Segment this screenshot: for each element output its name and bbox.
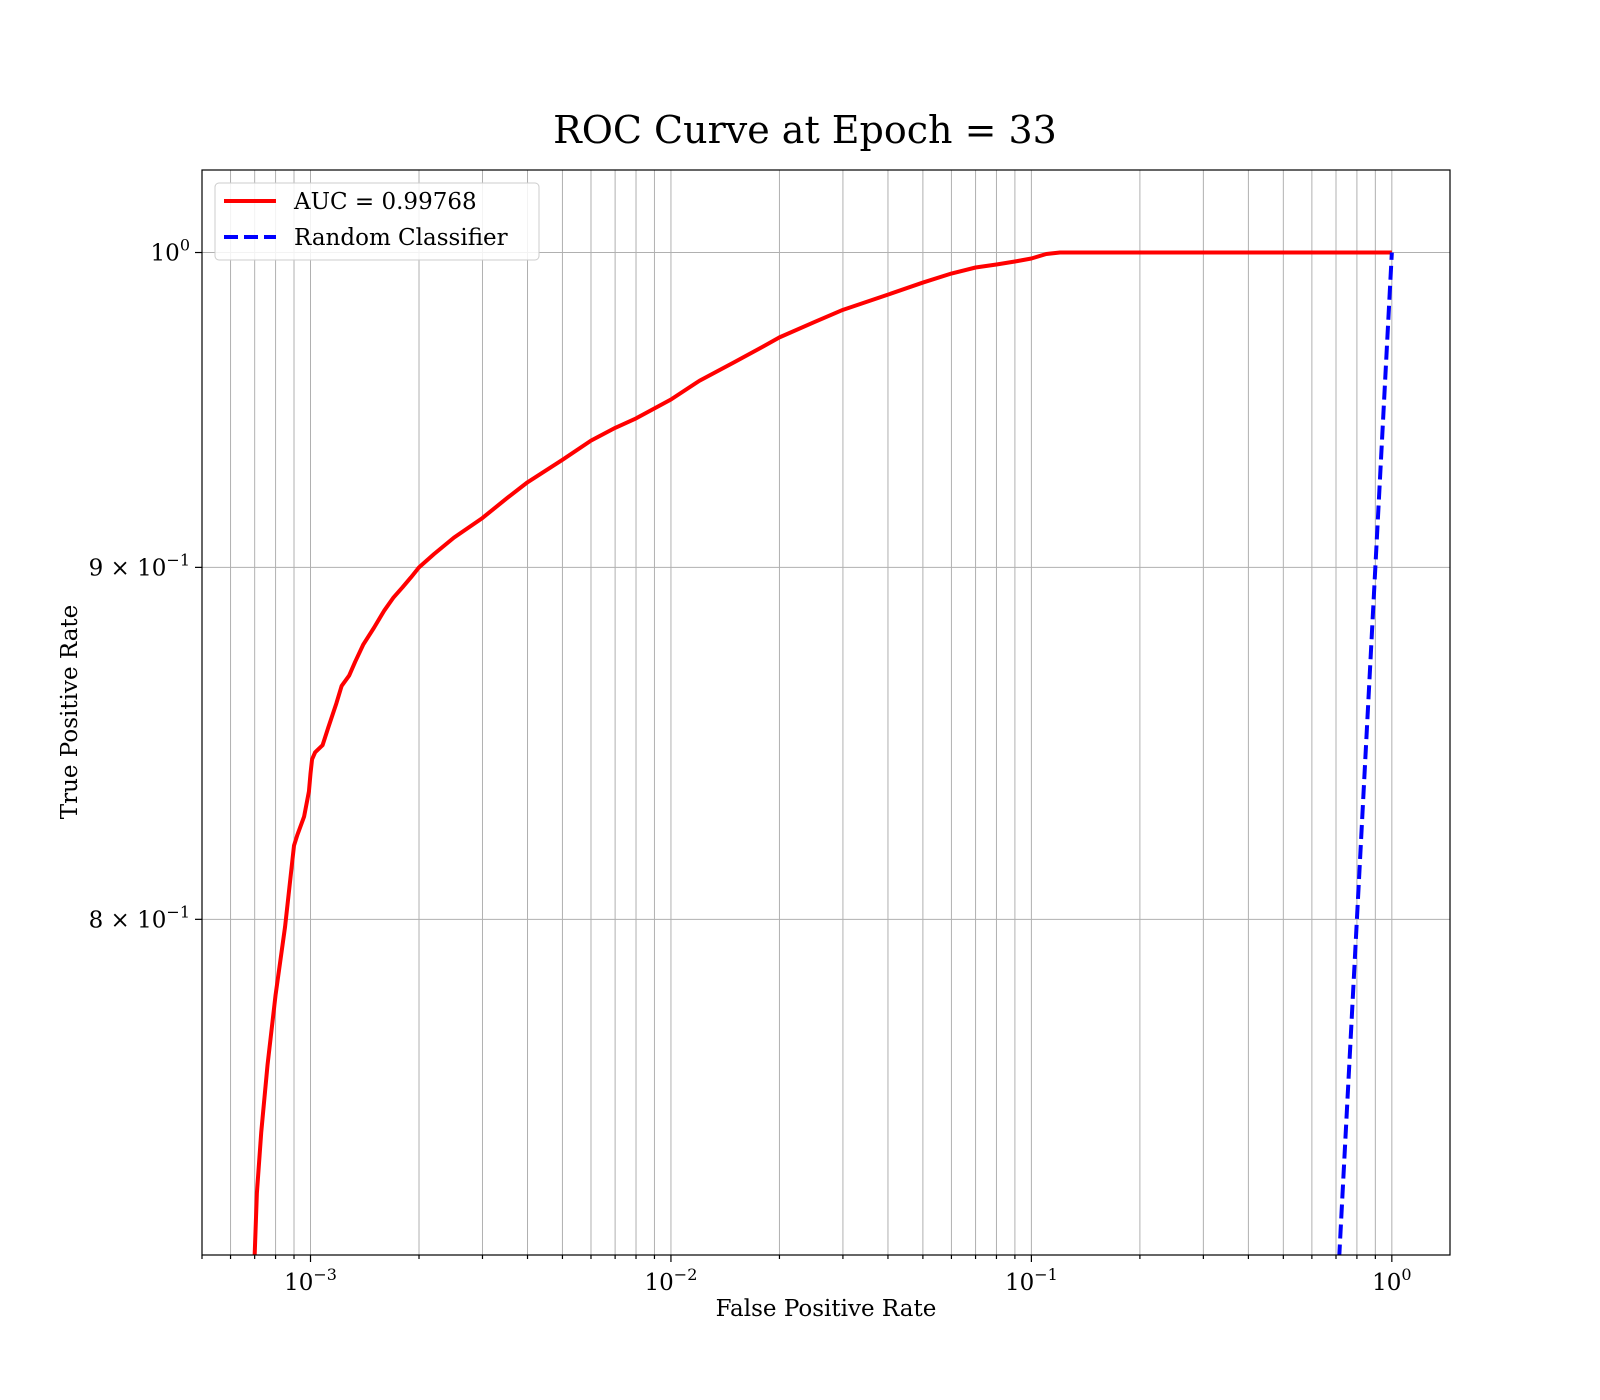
x-tick-label: 10−2 xyxy=(645,1265,698,1296)
x-tick-label: 10−1 xyxy=(1005,1265,1058,1296)
x-axis-label: False Positive Rate xyxy=(716,1296,937,1322)
x-tick-label: 100 xyxy=(1372,1265,1411,1296)
chart-title: ROC Curve at Epoch = 33 xyxy=(553,108,1057,152)
grid xyxy=(201,170,1450,1255)
x-tick-label: 10−3 xyxy=(284,1265,337,1296)
ticks: 10−3 10−2 10−1 100 8 × 10−1 9 × 10−1 100 xyxy=(89,236,1412,1296)
plot-frame xyxy=(201,169,1451,1256)
legend-label-auc: AUC = 0.99768 xyxy=(293,189,477,215)
y-tick-label: 8 × 10−1 xyxy=(89,902,190,933)
roc-curve-line xyxy=(252,250,1392,1255)
y-tick-label: 9 × 10−1 xyxy=(89,550,190,581)
legend-box xyxy=(214,182,540,261)
series-layer xyxy=(252,250,1394,1255)
y-tick-label: 100 xyxy=(151,236,190,267)
legend-label-random: Random Classifier xyxy=(294,225,508,251)
legend: AUC = 0.99768 Random Classifier xyxy=(214,182,540,261)
random-classifier-line xyxy=(1337,252,1394,1255)
y-axis-label: True Positive Rate xyxy=(57,605,83,820)
